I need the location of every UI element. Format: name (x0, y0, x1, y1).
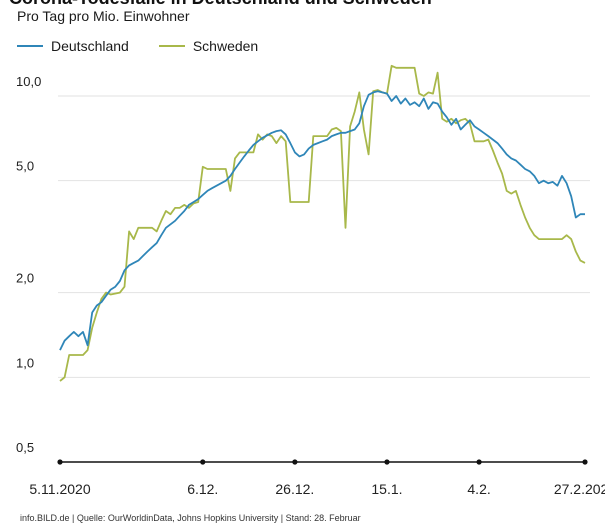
series-line-schweden (59, 64, 586, 382)
y-tick-label: 10,0 (16, 74, 41, 89)
legend-label-deutschland: Deutschland (51, 38, 129, 54)
y-tick-label: 2,0 (16, 271, 34, 286)
x-tick-label: 5.11.2020 (29, 481, 90, 497)
x-tick-label: 6.12. (187, 481, 218, 497)
x-tick-dot (57, 459, 63, 465)
legend-item-deutschland: Deutschland (17, 38, 129, 54)
x-tick-label: 27.2.2021 (554, 481, 605, 497)
legend-label-schweden: Schweden (192, 38, 259, 54)
x-tick-label: 4.2. (467, 481, 490, 497)
y-tick-label: 1,0 (16, 355, 34, 370)
series-lines (59, 64, 586, 382)
chart-legend: Deutschland Schweden (17, 38, 288, 54)
x-tick-label: 26.12. (275, 481, 314, 497)
source-footer: info.BILD.de | Quelle: OurWorldinData, J… (20, 513, 361, 523)
x-tick-dot (292, 459, 298, 465)
series-line-deutschland (59, 90, 585, 351)
y-axis-labels: 0,5 1,0 2,0 5,0 10,0 (16, 74, 41, 455)
x-tick-dot (476, 459, 482, 465)
y-tick-label: 5,0 (16, 159, 34, 174)
grid-lines (58, 95, 590, 378)
x-tick-label: 15.1. (371, 481, 402, 497)
legend-swatch-schweden (158, 45, 185, 47)
chart-title: Corona-Todesfälle in Deutschland und Sch… (9, 0, 432, 9)
x-axis-labels: 5.11.2020 6.12. 26.12. 15.1. 4.2. 27.2.2021 (29, 481, 605, 497)
y-tick-label: 0,5 (16, 440, 34, 455)
x-tick-dot (582, 459, 588, 465)
x-tick-dot (200, 459, 206, 465)
legend-item-schweden: Schweden (158, 38, 259, 54)
x-axis (57, 459, 588, 465)
chart-subtitle: Pro Tag pro Mio. Einwohner (17, 8, 190, 24)
x-tick-dot (384, 459, 390, 465)
legend-swatch-deutschland (17, 45, 43, 47)
